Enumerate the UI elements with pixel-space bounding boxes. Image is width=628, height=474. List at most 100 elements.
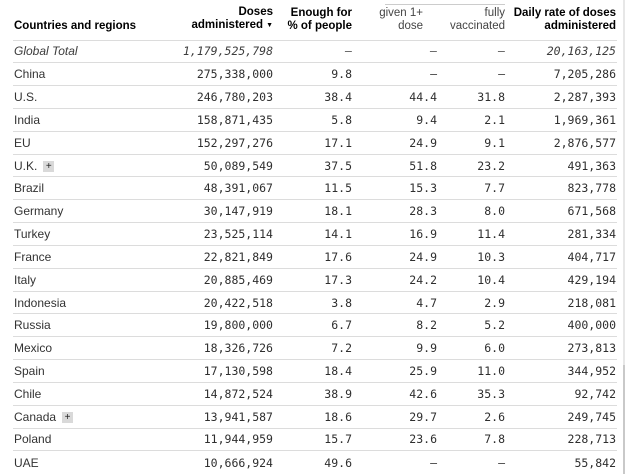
fully-vaccinated-cell: 2.1 [484,112,505,127]
fully-vaccinated-cell: 6.0 [484,341,505,356]
column-header-fully-vaccinated[interactable]: fully vaccinated [437,0,505,40]
doses-administered-cell: 10,666,924 [203,455,273,470]
fully-vaccinated-cell: 31.8 [477,90,505,105]
column-header-given-1plus-dose[interactable]: given 1+ dose [352,0,437,40]
enough-for-percent-cell: 18.6 [324,409,352,424]
country-label: Germany [14,204,64,219]
enough-for-percent-cell: 38.4 [324,90,352,105]
column-label-countries: Countries and regions [14,19,137,32]
country-label: Turkey [14,227,51,242]
vaccination-subcolumns-group-line [385,4,505,5]
daily-rate-cell: 273,813 [567,341,616,356]
fully-vaccinated-cell: – [498,44,505,59]
daily-rate-cell: 344,952 [567,364,616,378]
given-1plus-dose-cell: 42.6 [409,386,437,401]
fully-vaccinated-cell: 9.1 [484,135,505,150]
enough-for-percent-cell: 9.8 [331,67,352,82]
column-header-countries[interactable]: Countries and regions [0,0,160,40]
enough-for-percent-cell: 18.4 [324,364,352,378]
country-label: Russia [14,318,51,333]
given-1plus-dose-cell: 9.4 [416,112,437,127]
given-1plus-dose-cell: 8.2 [416,318,437,333]
given-1plus-dose-cell: 9.9 [416,341,437,356]
given-1plus-dose-cell: 28.3 [409,204,437,219]
country-label: Mexico [14,341,53,356]
column-header-daily-rate[interactable]: Daily rate of doses administered [505,0,628,40]
enough-for-percent-cell: 37.5 [324,158,352,173]
right-margin [617,0,628,474]
daily-rate-cell: 20,163,125 [546,44,616,59]
country-label: Canada [14,409,57,424]
column-header-enough-for[interactable]: Enough for % of people [273,0,352,40]
doses-administered-cell: 20,422,518 [203,295,273,310]
daily-rate-cell: 491,363 [567,158,616,173]
country-label: India [14,112,41,127]
given-1plus-dose-cell: 24.2 [409,272,437,287]
column-label-fully-line1: fully [484,6,505,19]
daily-rate-cell: 2,876,577 [553,135,616,150]
left-margin [0,0,13,474]
expand-country-button[interactable]: + [43,160,55,172]
column-label-given-line1: given 1+ [379,6,423,19]
enough-for-percent-cell: 6.7 [331,318,352,333]
table-row: U.S. 246,780,203 38.4 44.4 31.8 2,287,39… [0,85,628,109]
doses-administered-cell: 11,944,959 [203,432,273,447]
column-label-enough-line1: Enough for [290,6,352,19]
daily-rate-cell: 404,717 [567,249,616,264]
doses-administered-cell: 18,326,726 [203,341,273,356]
daily-rate-cell: 281,334 [567,227,616,242]
column-label-enough-line2: % of people [287,19,352,32]
doses-administered-cell: 14,872,524 [203,386,273,401]
column-label-fully-line2: vaccinated [450,19,505,32]
country-label: France [14,249,52,264]
table-row: Turkey 23,525,114 14.1 16.9 11.4 281,334 [0,222,628,246]
fully-vaccinated-cell: 10.4 [477,272,505,287]
country-label: UAE [14,455,39,470]
table-row: Chile 14,872,524 38.9 42.6 35.3 92,742 [0,382,628,405]
column-label-daily-line2: administered [544,19,616,32]
given-1plus-dose-cell: 25.9 [409,364,437,378]
expand-country-button[interactable]: + [62,411,74,423]
fully-vaccinated-cell: 5.2 [484,318,505,333]
given-1plus-dose-cell: 23.6 [409,432,437,447]
daily-rate-cell: 92,742 [574,386,616,401]
enough-for-percent-cell: 5.8 [331,112,352,127]
enough-for-percent-cell: – [345,44,352,59]
doses-administered-cell: 23,525,114 [203,227,273,242]
daily-rate-cell: 228,713 [567,432,616,447]
country-label: Indonesia [14,295,67,310]
fully-vaccinated-cell: 23.2 [477,158,505,173]
doses-administered-cell: 20,885,469 [203,272,273,287]
table-row: Poland 11,944,959 15.7 23.6 7.8 228,713 [0,428,628,451]
scrollbar-track[interactable] [623,0,625,474]
fully-vaccinated-cell: – [498,455,505,470]
enough-for-percent-cell: 7.2 [331,341,352,356]
fully-vaccinated-cell: 10.3 [477,249,505,264]
fully-vaccinated-cell: 2.9 [484,295,505,310]
table-row: Canada + 13,941,587 18.6 29.7 2.6 249,745 [0,405,628,428]
given-1plus-dose-cell: 24.9 [409,135,437,150]
fully-vaccinated-cell: – [498,67,505,82]
daily-rate-cell: 7,205,286 [553,67,616,82]
doses-administered-cell: 275,338,000 [196,67,273,82]
table-row: UAE 10,666,924 49.6 – – 55,842 [0,450,628,474]
given-1plus-dose-cell: – [430,44,437,59]
daily-rate-cell: 823,778 [567,181,616,196]
doses-administered-cell: 152,297,276 [196,135,273,150]
table-row: Mexico 18,326,726 7.2 9.9 6.0 273,813 [0,336,628,360]
country-label: U.S. [14,90,38,105]
fully-vaccinated-cell: 11.0 [477,364,505,378]
table-body: Global Total 1,179,525,798 – – – 20,163,… [0,40,628,474]
column-header-doses[interactable]: Doses administered ▼ [160,0,273,40]
table-row: Indonesia 20,422,518 3.8 4.7 2.9 218,081 [0,291,628,314]
given-1plus-dose-cell: 29.7 [409,409,437,424]
enough-for-percent-cell: 11.5 [324,181,352,196]
country-label: U.K. [14,158,38,173]
daily-rate-cell: 400,000 [567,318,616,333]
country-label: Chile [14,386,42,401]
table-header: Countries and regions Doses administered… [0,0,628,40]
scrollbar-thumb[interactable] [623,365,625,474]
fully-vaccinated-cell: 35.3 [477,386,505,401]
given-1plus-dose-cell: 15.3 [409,181,437,196]
